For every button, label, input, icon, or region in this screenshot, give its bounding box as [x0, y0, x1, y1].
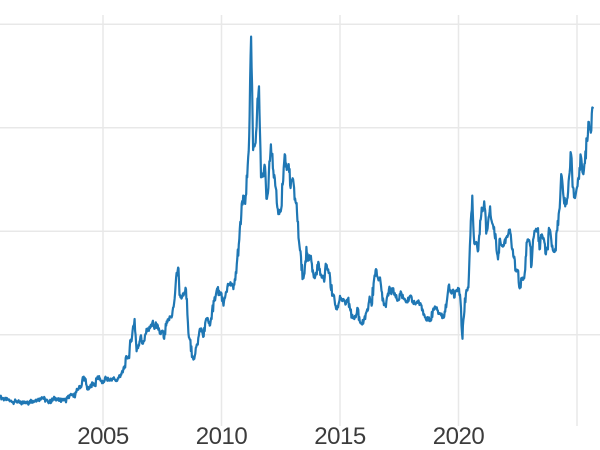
price-line	[0, 35, 594, 406]
gridlines	[0, 15, 600, 426]
